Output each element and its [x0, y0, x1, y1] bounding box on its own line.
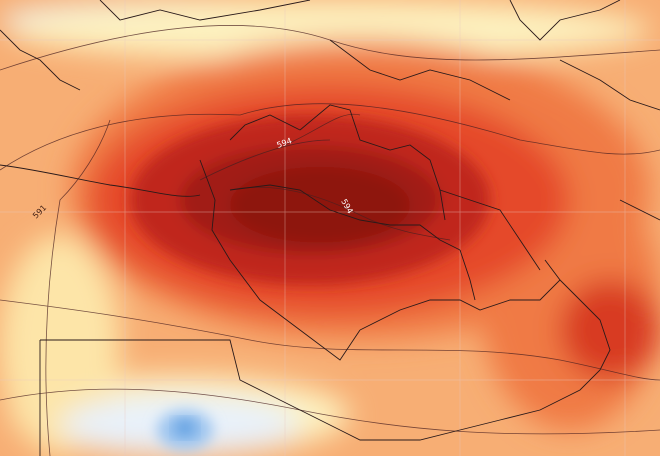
- cool-zone-southwest: [0, 235, 120, 455]
- cold-spot-core: [175, 420, 195, 436]
- neutral-band-north: [10, 0, 650, 60]
- extreme-heat-core: [230, 167, 410, 243]
